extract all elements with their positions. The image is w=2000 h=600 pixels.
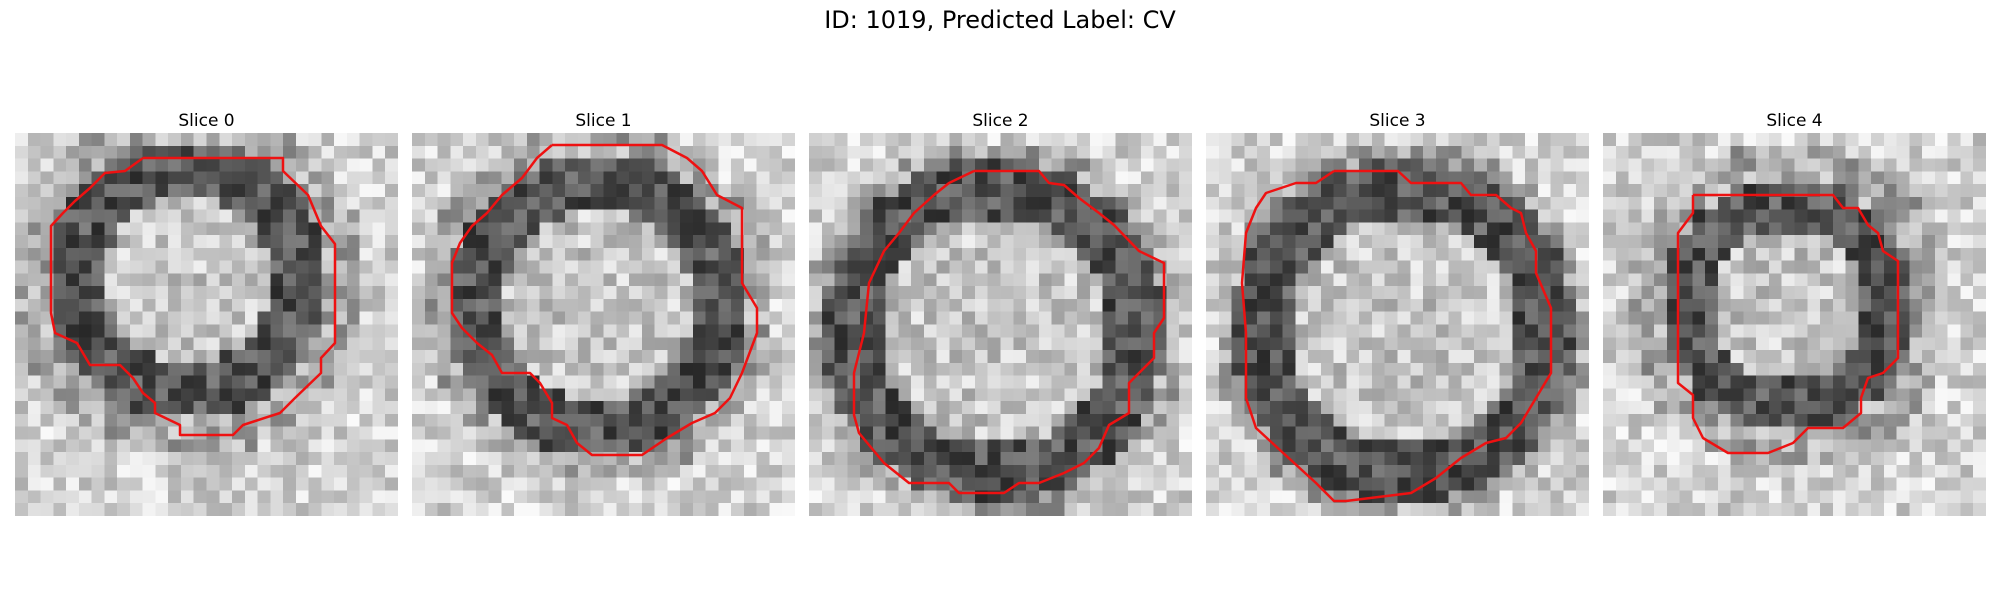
slice-title: Slice 3 [1369,111,1426,131]
mri-slice-image [809,133,1192,516]
slice-image-3 [1206,133,1589,516]
slice-title: Slice 4 [1766,111,1823,131]
segmentation-contour [852,169,1166,495]
segmentation-contour [1676,193,1900,455]
slice-image-4 [1603,133,1986,516]
slice-panel-3: Slice 3 [1206,109,1589,516]
slice-image-1 [412,133,795,516]
mri-slice-image [1603,133,1986,516]
segmentation-contour [1240,169,1553,503]
slice-image-0 [15,133,398,516]
slice-panel-1: Slice 1 [412,109,795,516]
figure-title: ID: 1019, Predicted Label: CV [824,6,1176,34]
slice-panel-4: Slice 4 [1603,109,1986,516]
segmentation-contour [450,143,759,457]
slice-title: Slice 0 [178,111,235,131]
mri-slice-image [412,133,795,516]
slice-panel-2: Slice 2 [809,109,1192,516]
slice-panel-0: Slice 0 [15,109,398,516]
slice-title: Slice 1 [575,111,632,131]
mri-slice-image [1206,133,1589,516]
segmentation-contour [49,156,337,437]
slice-image-2 [809,133,1192,516]
slice-title: Slice 2 [972,111,1029,131]
